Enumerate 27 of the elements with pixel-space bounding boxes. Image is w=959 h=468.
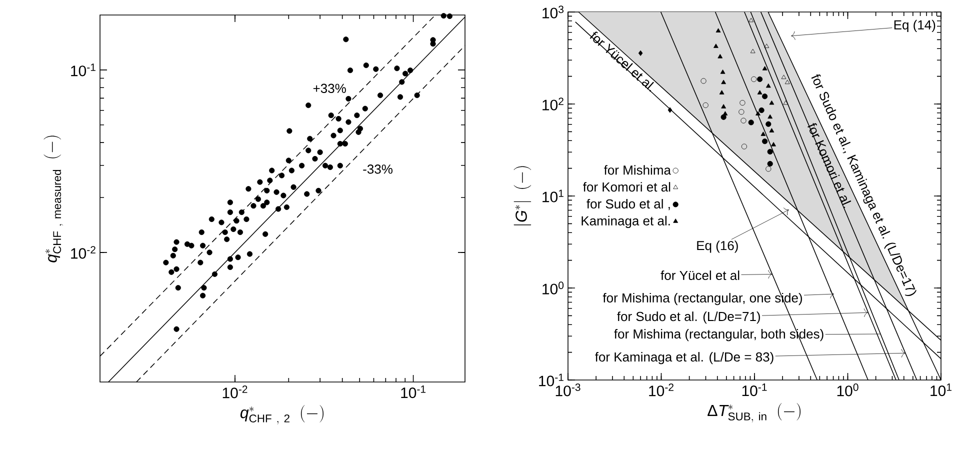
x-tick-label: 10$^{-2}$	[222, 386, 248, 398]
legend-label: for Komori et al	[583, 182, 670, 192]
y-tick-label: 10$^{0}$	[542, 282, 564, 294]
y-tick-label: 10$^{-1}$	[539, 374, 564, 386]
annotation: for Sudo et al. (L/De=71)	[617, 312, 760, 324]
legend-label: for Mishima	[604, 165, 671, 175]
x-axis-title: $\Delta T^{*}_{\mathrm{SUB,\ in}}\ \ (-)$	[708, 403, 801, 422]
y-tick-label: 10$^{1}$	[542, 190, 564, 202]
x-tick-label: 10$^{-3}$	[556, 384, 580, 396]
x-tick-label: 10$^{-1}$	[742, 384, 767, 396]
legend-label: for Sudo et al ,	[586, 198, 670, 210]
annotation: -33%	[363, 164, 392, 174]
annotation: for Yücel et al	[660, 270, 740, 280]
annotation: Eq (16)	[697, 240, 738, 253]
annotation: Eq (14)	[894, 20, 936, 32]
annotation: +33%	[313, 84, 346, 93]
y-tick-label: 10$^{2}$	[542, 98, 564, 110]
legend-label: Kaminaga et al.	[582, 216, 670, 228]
y-tick-label: 10$^{3}$	[542, 6, 564, 18]
x-tick-label: 10$^{1}$	[930, 384, 952, 396]
y-axis-title: $|G^{*}|\ \ (-)$	[514, 166, 532, 226]
x-axis-title: $q^{*}_{\mathrm{CHF\ ,\ 2}}\ \ (-)$	[240, 405, 324, 424]
x-tick-label: 10$^{0}$	[837, 384, 858, 396]
y-axis-title: $q^{*}_{\mathrm{CHF\ ,\ measured}}\ \ (-)$	[44, 136, 64, 262]
x-tick-label: 10$^{-2}$	[649, 384, 674, 396]
annotation: for Kaminaga et al. (L/De = 83)	[595, 352, 774, 364]
x-tick-label: 10$^{-1}$	[401, 386, 426, 398]
